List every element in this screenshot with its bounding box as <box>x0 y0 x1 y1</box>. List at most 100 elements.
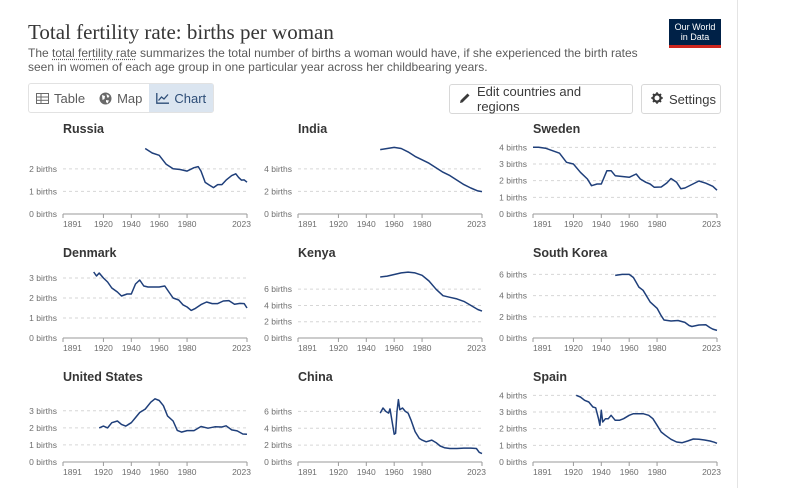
x-tick-label: 1980 <box>413 467 432 477</box>
x-tick-label: 1960 <box>150 467 169 477</box>
x-tick-label: 1891 <box>63 219 82 229</box>
panel-title: Spain <box>533 370 568 384</box>
edit-countries-button[interactable]: Edit countries and regions <box>449 84 633 114</box>
tab-chart[interactable]: Chart <box>149 84 214 112</box>
y-tick-label: 4 births <box>264 423 292 433</box>
y-tick-label: 2 births <box>264 317 292 327</box>
y-tick-label: 2 births <box>29 423 57 433</box>
x-tick-label: 1980 <box>178 467 197 477</box>
y-tick-label: 2 births <box>264 186 292 196</box>
y-tick-label: 3 births <box>499 407 527 417</box>
y-tick-label: 2 births <box>499 424 527 434</box>
x-tick-label: 1940 <box>592 467 611 477</box>
y-tick-label: 0 births <box>499 457 527 467</box>
y-tick-label: 0 births <box>264 457 292 467</box>
x-tick-label: 1980 <box>413 219 432 229</box>
y-tick-label: 0 births <box>29 333 57 343</box>
x-tick-label: 2023 <box>467 219 486 229</box>
chart-card <box>10 0 738 488</box>
x-tick-label: 1920 <box>329 343 348 353</box>
panel-title: Denmark <box>63 246 117 260</box>
y-tick-label: 0 births <box>264 333 292 343</box>
x-tick-label: 2023 <box>702 467 721 477</box>
series-line <box>144 147 248 189</box>
owid-logo[interactable]: Our World in Data <box>669 19 721 48</box>
y-tick-label: 4 births <box>499 142 527 152</box>
panel-title: Russia <box>63 122 104 136</box>
tab-chart-label: Chart <box>174 90 207 106</box>
x-tick-label: 1891 <box>63 343 82 353</box>
x-tick-label: 1920 <box>564 467 583 477</box>
gear-icon <box>651 91 663 107</box>
x-tick-label: 2023 <box>467 467 486 477</box>
series-line <box>98 398 248 436</box>
x-tick-label: 1980 <box>178 219 197 229</box>
x-tick-label: 1940 <box>122 219 141 229</box>
tab-table[interactable]: Table <box>29 84 92 112</box>
x-tick-label: 1920 <box>564 219 583 229</box>
y-tick-label: 1 births <box>29 440 57 450</box>
y-tick-label: 1 births <box>499 440 527 450</box>
y-tick-label: 0 births <box>499 209 527 219</box>
y-tick-label: 2 births <box>499 312 527 322</box>
x-tick-label: 1940 <box>357 467 376 477</box>
globe-icon <box>99 92 112 105</box>
line-chart-icon <box>156 92 170 104</box>
subtitle-rest: summarizes the total number of births a … <box>28 46 638 74</box>
logo-line-2: in Data <box>680 32 710 42</box>
x-tick-label: 2023 <box>232 343 251 353</box>
x-tick-label: 1891 <box>298 467 317 477</box>
x-tick-label: 1980 <box>413 343 432 353</box>
y-tick-label: 3 births <box>29 406 57 416</box>
x-tick-label: 1920 <box>94 343 113 353</box>
y-tick-label: 2 births <box>499 176 527 186</box>
tab-map[interactable]: Map <box>92 84 149 112</box>
x-tick-label: 1940 <box>592 343 611 353</box>
tab-map-label: Map <box>117 90 143 106</box>
y-tick-label: 2 births <box>29 293 57 303</box>
series-line <box>380 146 483 193</box>
x-tick-label: 1891 <box>63 467 82 477</box>
y-tick-label: 4 births <box>264 300 292 310</box>
x-tick-label: 1940 <box>357 219 376 229</box>
y-tick-label: 2 births <box>264 440 292 450</box>
x-tick-label: 2023 <box>232 467 251 477</box>
x-tick-label: 1920 <box>329 219 348 229</box>
y-tick-label: 0 births <box>499 333 527 343</box>
y-tick-label: 1 births <box>499 192 527 202</box>
subtitle-prefix: The <box>28 46 53 60</box>
x-tick-label: 1960 <box>620 219 639 229</box>
page-subtitle: The total fertility rate summarizes the … <box>28 46 648 74</box>
panel-title: United States <box>63 370 143 384</box>
x-tick-label: 1940 <box>592 219 611 229</box>
x-tick-label: 1920 <box>94 219 113 229</box>
panel-title: India <box>298 122 328 136</box>
x-tick-label: 2023 <box>467 343 486 353</box>
pencil-icon <box>459 92 471 107</box>
y-tick-label: 6 births <box>264 284 292 294</box>
y-tick-label: 1 births <box>29 313 57 323</box>
panel-title: South Korea <box>533 246 608 260</box>
x-tick-label: 1960 <box>150 219 169 229</box>
y-tick-label: 2 births <box>29 164 57 174</box>
y-tick-label: 4 births <box>264 164 292 174</box>
y-tick-label: 4 births <box>499 291 527 301</box>
edit-countries-label: Edit countries and regions <box>477 84 582 114</box>
y-tick-label: 0 births <box>29 209 57 219</box>
panel-title: China <box>298 370 333 384</box>
series-line <box>93 271 248 312</box>
y-tick-label: 6 births <box>264 406 292 416</box>
tab-table-label: Table <box>54 90 86 106</box>
x-tick-label: 1980 <box>648 467 667 477</box>
x-tick-label: 1960 <box>620 343 639 353</box>
y-tick-label: 0 births <box>264 209 292 219</box>
subtitle-link[interactable]: total fertility rate <box>52 46 137 60</box>
x-tick-label: 1980 <box>648 219 667 229</box>
settings-button[interactable]: Settings <box>641 84 721 114</box>
x-tick-label: 1960 <box>385 467 404 477</box>
x-tick-label: 1960 <box>150 343 169 353</box>
x-tick-label: 1891 <box>298 343 317 353</box>
y-tick-label: 3 births <box>29 273 57 283</box>
y-tick-label: 6 births <box>499 269 527 279</box>
x-tick-label: 1920 <box>94 467 113 477</box>
